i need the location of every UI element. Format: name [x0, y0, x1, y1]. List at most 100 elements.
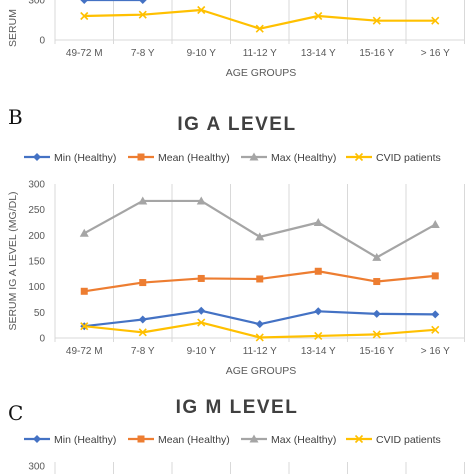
data-point	[314, 307, 323, 316]
series-min-healthy	[80, 0, 147, 4]
data-point	[431, 310, 440, 319]
y-tick-label: 150	[28, 257, 45, 268]
panel-b-xlabel: AGE GROUPS	[226, 365, 297, 377]
series-mean-healthy	[80, 267, 439, 295]
legend-marker	[354, 434, 364, 444]
panel-c-legend: Min (Healthy) Mean (Healthy) Max (Healthy)…	[24, 434, 441, 446]
series-min-healthy	[80, 306, 440, 331]
y-tick-label: 0	[39, 36, 45, 47]
legend-marker	[354, 152, 364, 162]
panel-a-x-ticks: 49-72 M 7-8 Y 9-10 Y 11-12 Y 13-14 Y 15-16 Y >…	[66, 48, 450, 59]
legend-label: Mean (Healthy)	[158, 434, 230, 446]
x-tick-label: 9-10 Y	[187, 346, 217, 357]
legend-item: Min (Healthy)	[24, 434, 116, 446]
data-point	[197, 274, 205, 282]
series-max-healthy	[79, 196, 440, 261]
y-tick-label: 300	[28, 462, 45, 473]
panel-b-x-ticks: 49-72 M 7-8 Y 9-10 Y 11-12 Y 13-14 Y 15-16 Y >…	[66, 346, 450, 357]
data-point	[197, 306, 206, 315]
panel-b-grid	[54, 184, 465, 342]
y-tick-label: 200	[28, 231, 45, 242]
data-point	[138, 328, 147, 337]
legend-marker	[249, 434, 259, 443]
data-point	[431, 16, 440, 25]
panel-c-letter: C	[8, 401, 23, 425]
data-point	[314, 331, 323, 341]
legend-item: Mean (Healthy)	[128, 434, 230, 446]
panel-a-y-ticks: 0 300	[28, 0, 45, 47]
series-cvid-patients	[80, 5, 440, 33]
data-point	[431, 325, 440, 334]
data-point	[197, 318, 206, 327]
panel-b-title: IG A LEVEL	[177, 114, 296, 135]
x-tick-label: 11-12 Y	[243, 48, 277, 59]
legend-marker	[137, 153, 145, 161]
data-point	[314, 267, 322, 275]
legend-item: Max (Healthy)	[241, 152, 336, 164]
data-point	[373, 278, 381, 286]
legend-label: Max (Healthy)	[271, 152, 336, 164]
data-point	[138, 315, 147, 324]
legend-marker	[137, 435, 145, 443]
data-point	[79, 228, 89, 237]
panel-c-title: IG M LEVEL	[176, 397, 299, 418]
x-tick-label: > 16 Y	[421, 48, 450, 59]
data-point	[255, 232, 265, 241]
data-point	[138, 10, 147, 19]
series-cvid-patients	[80, 318, 440, 342]
data-point	[314, 11, 323, 21]
x-tick-label: 9-10 Y	[187, 48, 217, 59]
data-point	[196, 196, 206, 205]
data-point	[139, 279, 147, 287]
panel-a: SERUM 0 300 49-72 M 7-8 Y 9-10 Y 11-12 Y 13-1…	[7, 0, 465, 79]
data-point	[80, 0, 89, 4]
x-tick-label: > 16 Y	[421, 346, 450, 357]
panel-b: B IG A LEVEL Min (Healthy) Mean (Healthy)…	[7, 105, 465, 377]
data-point	[256, 275, 264, 283]
x-tick-label: 49-72 M	[66, 48, 103, 59]
y-tick-label: 100	[28, 282, 45, 293]
y-tick-label: 50	[34, 308, 46, 319]
legend-marker	[249, 152, 259, 161]
legend-item: CVID patients	[346, 434, 441, 446]
panel-a-grid	[54, 0, 465, 44]
data-point	[255, 320, 264, 329]
data-point	[372, 252, 382, 261]
series-line	[83, 199, 436, 259]
data-point	[431, 272, 439, 280]
y-tick-label: 250	[28, 205, 45, 216]
legend-label: CVID patients	[376, 434, 441, 446]
y-tick-label: 0	[39, 334, 45, 345]
series-line	[84, 8, 436, 30]
panel-b-series	[79, 196, 440, 342]
data-point	[313, 218, 323, 226]
data-point	[138, 196, 148, 205]
legend-item: Max (Healthy)	[241, 434, 336, 446]
panel-c-y-ticks: 300	[28, 462, 45, 473]
y-tick-label: 300	[28, 180, 45, 191]
x-tick-label: 13-14 Y	[301, 346, 336, 357]
panel-b-legend: Min (Healthy) Mean (Healthy) Max (Healthy)…	[24, 152, 441, 164]
data-point	[80, 322, 89, 331]
legend-label: Min (Healthy)	[54, 434, 116, 446]
panel-c: C IG M LEVEL Min (Healthy) Mean (Healthy)…	[8, 397, 465, 474]
legend-item: CVID patients	[346, 152, 441, 164]
x-tick-label: 7-8 Y	[131, 346, 155, 357]
data-point	[372, 309, 381, 318]
legend-marker	[33, 153, 41, 161]
panel-a-ylabel: SERUM	[7, 9, 19, 47]
legend-item: Mean (Healthy)	[128, 152, 230, 164]
panel-a-series	[80, 0, 440, 33]
data-point	[372, 330, 381, 339]
x-tick-label: 7-8 Y	[131, 48, 155, 59]
data-point	[255, 333, 264, 342]
x-tick-label: 11-12 Y	[243, 346, 277, 357]
panel-c-grid	[54, 462, 465, 474]
data-point	[197, 5, 206, 15]
data-point	[255, 24, 264, 33]
legend-marker	[33, 435, 41, 443]
legend-label: Mean (Healthy)	[158, 152, 230, 164]
legend-label: CVID patients	[376, 152, 441, 164]
x-tick-label: 13-14 Y	[301, 48, 336, 59]
